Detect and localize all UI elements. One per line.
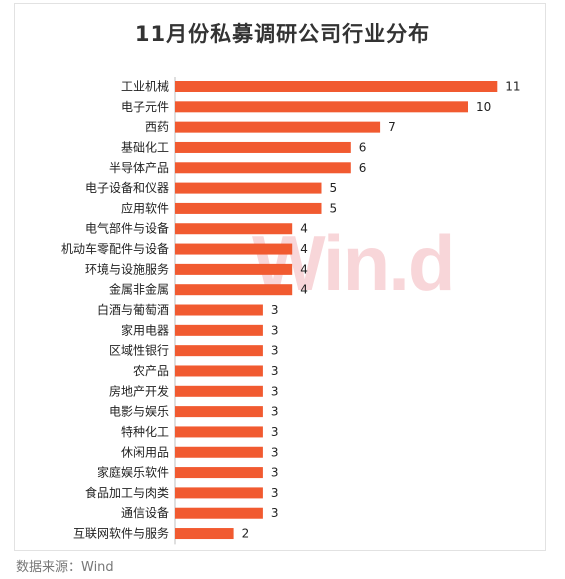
bar (175, 243, 293, 255)
chart-card (14, 3, 546, 551)
data-label: 11 (505, 80, 520, 94)
category-label: 家用电器 (121, 322, 169, 337)
category-label: 特种化工 (121, 424, 169, 439)
bar (175, 528, 234, 540)
data-label: 3 (271, 506, 279, 520)
category-label: 基础化工 (121, 140, 169, 154)
data-label: 3 (271, 344, 279, 358)
category-label: 电气部件与设备 (85, 221, 169, 236)
category-label: 电影与娱乐 (109, 405, 169, 419)
data-label: 4 (300, 283, 308, 297)
bar (175, 121, 381, 133)
bar (175, 304, 263, 316)
data-label: 4 (300, 222, 308, 236)
bar (175, 284, 293, 296)
data-label: 3 (271, 303, 279, 317)
category-label: 农产品 (133, 364, 169, 378)
bar (175, 487, 263, 499)
bar (175, 81, 498, 92)
data-label: 3 (271, 323, 279, 337)
bar (175, 202, 322, 214)
data-label: 6 (359, 140, 367, 154)
category-label: 食品加工与肉类 (85, 485, 169, 500)
data-label: 3 (271, 466, 279, 480)
source-note: 数据来源：Wind (16, 560, 114, 575)
data-label: 7 (388, 120, 396, 134)
bar (175, 406, 263, 418)
bar (175, 385, 263, 397)
category-label: 西药 (145, 120, 169, 134)
chart-title: 11月份私募调研公司行业分布 (134, 22, 431, 46)
bar (175, 263, 293, 275)
bar (175, 324, 263, 336)
data-label: 5 (330, 201, 338, 215)
bar (175, 446, 263, 458)
bar (175, 141, 351, 153)
data-label: 4 (300, 242, 308, 256)
data-label: 4 (300, 262, 308, 276)
data-label: 6 (359, 161, 367, 175)
bar (175, 182, 322, 194)
data-label: 2 (242, 527, 250, 541)
category-label: 电子设备和仪器 (85, 181, 169, 195)
category-label: 休闲用品 (121, 445, 169, 459)
category-label: 金属非金属 (109, 282, 169, 297)
category-label: 通信设备 (121, 506, 169, 520)
data-label: 3 (271, 364, 279, 378)
category-label: 白酒与葡萄酒 (97, 302, 169, 317)
data-label: 5 (330, 181, 338, 195)
category-label: 应用软件 (121, 200, 169, 215)
category-label: 工业机械 (121, 79, 169, 94)
bar (175, 467, 263, 479)
category-label: 机动车零配件与设备 (61, 241, 169, 256)
data-label: 3 (271, 405, 279, 419)
bar (175, 345, 263, 357)
bar (175, 426, 263, 438)
bar (175, 101, 468, 113)
bar (175, 365, 263, 377)
bar (175, 507, 263, 519)
category-label: 互联网软件与服务 (73, 526, 169, 541)
data-label: 3 (271, 384, 279, 398)
category-label: 半导体产品 (109, 161, 169, 175)
data-label: 10 (476, 100, 491, 114)
category-label: 环境与设施服务 (85, 261, 169, 276)
category-label: 区域性银行 (109, 344, 169, 358)
data-label: 3 (271, 425, 279, 439)
bar (175, 162, 351, 174)
category-label: 房地产开发 (109, 383, 169, 398)
category-label: 电子元件 (121, 100, 169, 114)
data-label: 3 (271, 486, 279, 500)
category-label: 家庭娱乐软件 (97, 465, 169, 480)
bar (175, 223, 293, 235)
data-label: 3 (271, 445, 279, 459)
